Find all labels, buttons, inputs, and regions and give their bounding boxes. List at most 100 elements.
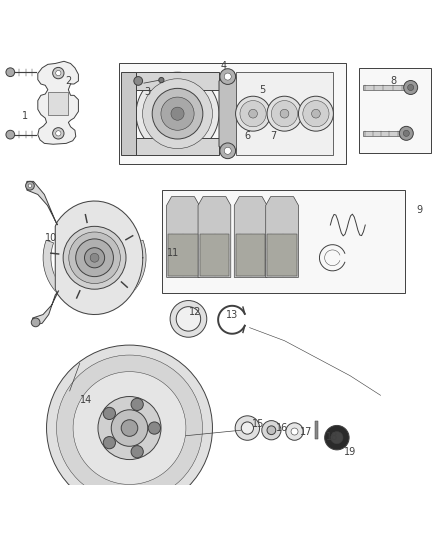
Polygon shape [136, 72, 219, 90]
Circle shape [170, 301, 207, 337]
Circle shape [6, 68, 14, 77]
Bar [363, 131, 400, 136]
Circle shape [131, 446, 143, 458]
Circle shape [56, 70, 61, 76]
Text: 12: 12 [189, 308, 201, 317]
Circle shape [134, 77, 143, 85]
Text: 8: 8 [391, 76, 397, 86]
Polygon shape [234, 197, 267, 277]
Circle shape [404, 80, 418, 94]
Circle shape [57, 355, 202, 501]
Text: 10: 10 [45, 233, 57, 243]
Bar [237, 72, 332, 155]
Polygon shape [121, 72, 136, 155]
Polygon shape [43, 240, 146, 309]
Bar [363, 85, 405, 90]
Text: 14: 14 [80, 394, 92, 405]
Polygon shape [38, 61, 78, 144]
Text: 7: 7 [270, 131, 277, 141]
Polygon shape [136, 138, 219, 155]
Circle shape [25, 181, 34, 190]
Circle shape [280, 109, 289, 118]
Circle shape [236, 96, 271, 131]
Polygon shape [48, 92, 68, 115]
Text: 13: 13 [226, 310, 238, 319]
Circle shape [136, 72, 219, 155]
Circle shape [28, 184, 32, 188]
Circle shape [241, 422, 254, 434]
Circle shape [63, 227, 126, 289]
Circle shape [286, 423, 303, 440]
Circle shape [298, 96, 333, 131]
Circle shape [331, 432, 343, 444]
Circle shape [220, 143, 236, 159]
Text: 11: 11 [167, 248, 179, 259]
Text: 2: 2 [65, 76, 71, 86]
Bar [359, 68, 431, 153]
Circle shape [311, 109, 320, 118]
Circle shape [303, 101, 329, 127]
Circle shape [403, 130, 410, 136]
Polygon shape [200, 234, 229, 276]
Text: 5: 5 [260, 85, 266, 95]
Circle shape [240, 101, 266, 127]
Circle shape [161, 97, 194, 130]
Circle shape [143, 79, 212, 149]
Text: 19: 19 [344, 447, 356, 457]
Circle shape [249, 109, 258, 118]
Circle shape [267, 426, 276, 434]
Text: 17: 17 [300, 427, 312, 438]
Circle shape [121, 420, 138, 437]
Polygon shape [266, 197, 298, 277]
Circle shape [53, 67, 64, 79]
Text: 9: 9 [417, 205, 423, 215]
Circle shape [159, 77, 164, 83]
Circle shape [171, 107, 184, 120]
Circle shape [103, 407, 116, 419]
Circle shape [73, 372, 186, 484]
Polygon shape [236, 234, 265, 276]
Polygon shape [198, 197, 231, 277]
Circle shape [235, 416, 260, 440]
Polygon shape [32, 290, 59, 326]
Circle shape [111, 410, 148, 446]
Circle shape [152, 88, 203, 139]
Circle shape [69, 232, 120, 284]
Text: 16: 16 [276, 423, 289, 433]
Circle shape [220, 69, 236, 84]
Circle shape [76, 239, 113, 277]
Circle shape [103, 437, 116, 449]
Bar [162, 190, 405, 293]
Text: 4: 4 [220, 61, 226, 71]
Circle shape [98, 397, 161, 459]
Text: 15: 15 [252, 419, 265, 429]
Circle shape [224, 73, 231, 80]
Polygon shape [268, 234, 297, 276]
Polygon shape [55, 201, 143, 314]
Circle shape [325, 425, 349, 450]
Polygon shape [219, 72, 241, 155]
Circle shape [272, 101, 297, 127]
Circle shape [131, 398, 143, 410]
Text: 3: 3 [144, 87, 150, 97]
Circle shape [408, 84, 414, 91]
Circle shape [85, 248, 105, 268]
Text: 18: 18 [326, 432, 339, 442]
Bar [119, 63, 346, 164]
Circle shape [267, 96, 302, 131]
Circle shape [399, 126, 413, 140]
Circle shape [6, 130, 14, 139]
Circle shape [291, 428, 298, 435]
Circle shape [31, 318, 40, 327]
Circle shape [90, 253, 99, 262]
Circle shape [56, 131, 61, 136]
Polygon shape [27, 181, 57, 225]
Polygon shape [168, 234, 198, 276]
Polygon shape [166, 197, 199, 277]
Bar [314, 422, 318, 439]
Circle shape [176, 306, 201, 331]
Circle shape [46, 345, 212, 511]
Text: 1: 1 [21, 111, 28, 121]
Circle shape [148, 422, 160, 434]
Circle shape [262, 421, 281, 440]
